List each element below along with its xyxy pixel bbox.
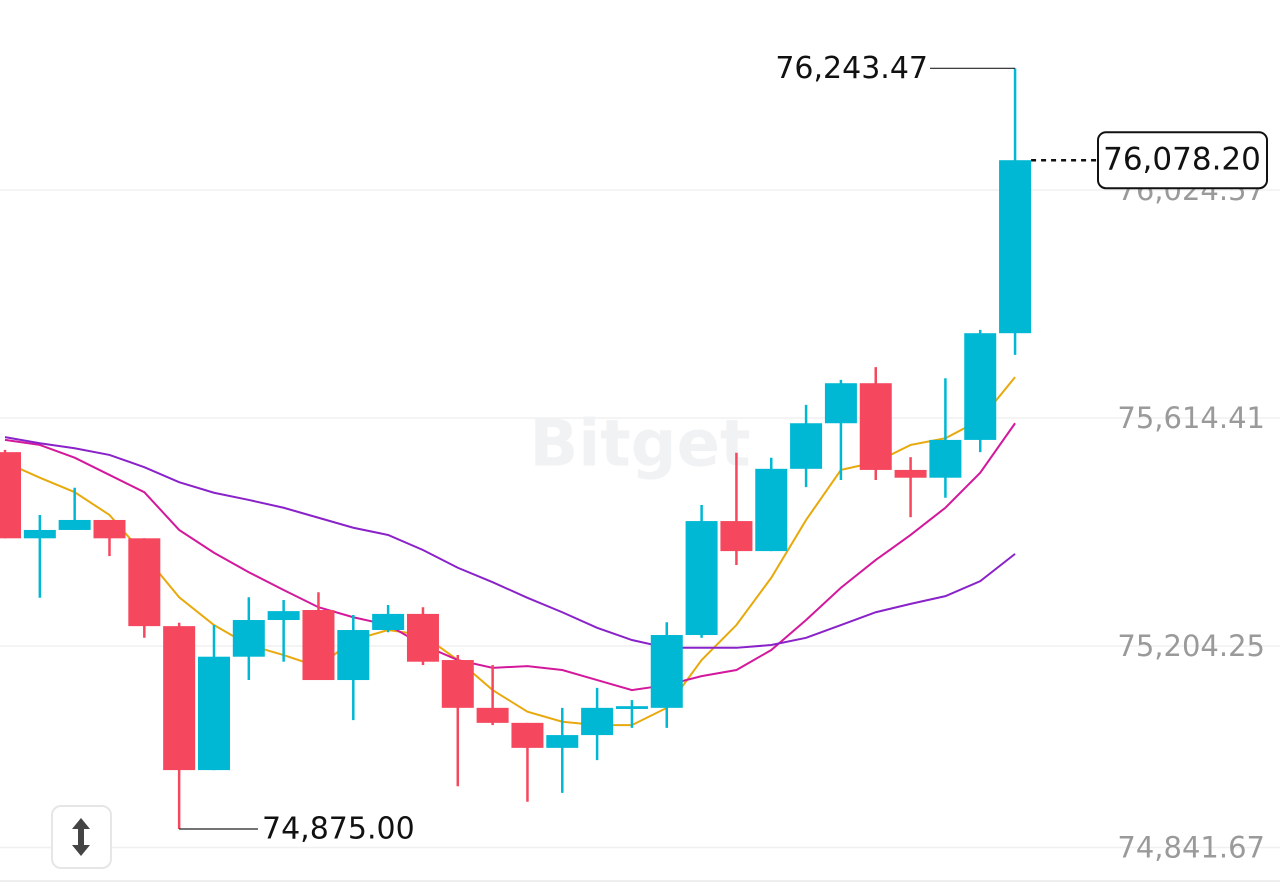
candle-body [859,383,892,470]
candle-body [999,160,1032,334]
ma-line [4,376,1016,727]
ma-line [4,422,1016,692]
watermark: Bitget [529,408,750,482]
candle-body [650,635,683,708]
moving-averages [4,376,1016,727]
candle-body [128,538,161,627]
candle-body [685,521,718,636]
annotations: 76,243.47 74,875.00 76,078.20 [179,51,1268,847]
candle-body [0,452,21,539]
candle-body [476,707,509,723]
candle-body [720,521,753,552]
candle-body [581,707,614,736]
candle-body [406,613,439,662]
candle-body [197,656,230,771]
last-price-box [1097,131,1268,190]
candle-body [929,439,962,478]
candle-body [93,519,126,539]
low-label: 74,875.00 [262,812,415,847]
last-price-label: 76,078.20 [1103,142,1261,178]
y-tick-label: 75,204.25 [1117,629,1265,663]
candle-body [372,613,405,631]
candle-body [790,423,823,469]
candle-body [232,620,265,657]
high-label: 76,243.47 [775,51,928,86]
candle-body [267,611,300,621]
candle-body [824,383,857,424]
candle-body [755,468,788,552]
button-icon[interactable] [72,818,90,856]
y-tick-label: 75,614.41 [1117,401,1265,435]
candle-body [441,660,474,708]
y-tick-label: 74,841.67 [1117,831,1265,865]
candle-body [894,469,927,478]
candle-body [302,610,335,681]
candle-body [511,722,544,748]
candle-body [337,630,370,681]
candles [0,68,1032,830]
candle-body [163,626,196,771]
candle-body [615,706,648,709]
scale-button[interactable] [51,805,112,869]
candle-body [964,333,997,440]
ma-line [4,436,1016,649]
candle-body [58,519,91,530]
candle-body [23,529,56,539]
candle-body [546,735,579,748]
